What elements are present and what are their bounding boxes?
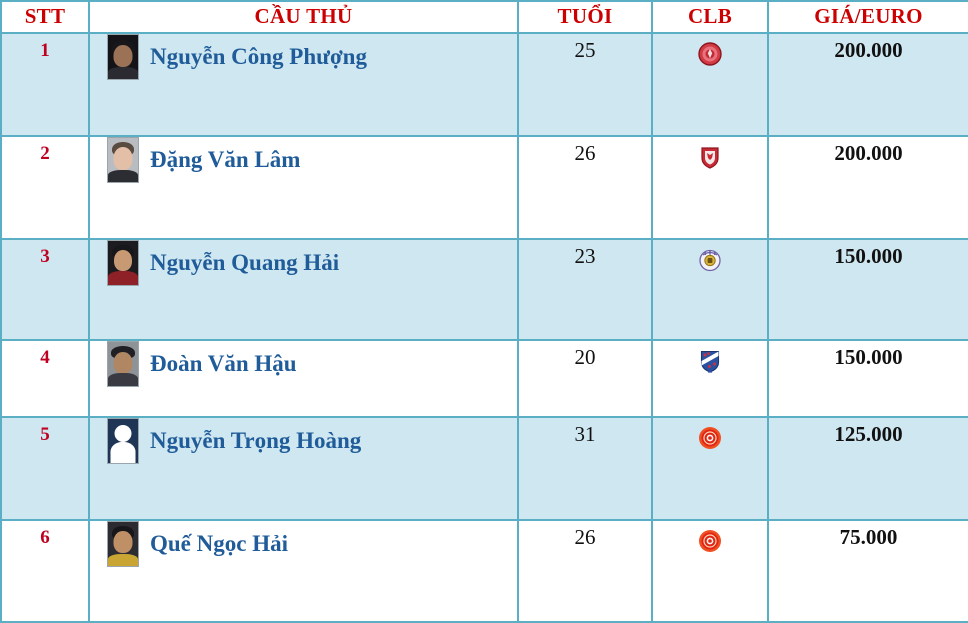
club-cell — [651, 135, 769, 241]
column-header-player[interactable]: CẦU THỦ — [88, 0, 519, 35]
player-photo — [107, 34, 139, 81]
price-cell: 200.000 — [767, 135, 968, 241]
player-name: Đoàn Văn Hậu — [150, 351, 297, 377]
player-cell: Quế Ngọc Hải — [88, 519, 519, 623]
rank-cell: 5 — [0, 416, 90, 522]
price-cell: 200.000 — [767, 32, 968, 138]
table-row: 1 Nguyễn Công Phượng 25 — [0, 32, 968, 138]
viettel-fc-club-logo — [697, 425, 723, 451]
rank-cell: 1 — [0, 32, 90, 138]
club-cell — [651, 339, 769, 419]
club-cell — [651, 416, 769, 522]
player-photo — [107, 521, 139, 568]
column-header-age[interactable]: TUỔI — [517, 0, 653, 35]
player-cell: Nguyễn Trọng Hoàng — [88, 416, 519, 522]
rank-cell: 3 — [0, 238, 90, 342]
table-row: 2 Đặng Văn Lâm 26 — [0, 135, 968, 241]
rank-cell: 4 — [0, 339, 90, 419]
hanoi-fc-club-logo — [697, 247, 723, 273]
column-header-club[interactable]: CLB — [651, 0, 769, 35]
age-cell: 25 — [517, 32, 653, 138]
rank-cell: 2 — [0, 135, 90, 241]
table-row: 5 Nguyễn Trọng Hoàng 31 — [0, 416, 968, 522]
table-body: 1 Nguyễn Công Phượng 25 — [0, 32, 968, 623]
column-header-stt[interactable]: STT — [0, 0, 90, 35]
club-cell — [651, 32, 769, 138]
price-cell: 150.000 — [767, 238, 968, 342]
age-cell: 26 — [517, 519, 653, 623]
player-name: Quế Ngọc Hải — [150, 531, 288, 557]
age-cell: 26 — [517, 135, 653, 241]
viettel-fc-club-logo — [697, 528, 723, 554]
table-row: 6 Quế Ngọc Hải 26 — [0, 519, 968, 623]
muangthong-united-club-logo — [697, 144, 723, 170]
hagl-club-logo — [697, 41, 723, 67]
rank-cell: 6 — [0, 519, 90, 623]
age-cell: 23 — [517, 238, 653, 342]
price-cell: 125.000 — [767, 416, 968, 522]
player-name: Nguyễn Quang Hải — [150, 250, 340, 276]
column-header-price[interactable]: GIÁ/EURO — [767, 0, 968, 35]
player-photo — [107, 341, 139, 388]
player-name: Nguyễn Công Phượng — [150, 44, 367, 70]
player-photo — [107, 240, 139, 287]
price-cell: 75.000 — [767, 519, 968, 623]
table-header-row: STT CẦU THỦ TUỔI CLB GIÁ/EURO — [0, 0, 968, 35]
price-cell: 150.000 — [767, 339, 968, 419]
table-row: 3 Nguyễn Quang Hải 23 — [0, 238, 968, 342]
heerenveen-club-logo — [697, 348, 723, 374]
age-cell: 20 — [517, 339, 653, 419]
player-name: Nguyễn Trọng Hoàng — [150, 428, 362, 454]
player-cell: Đoàn Văn Hậu — [88, 339, 519, 419]
player-photo-placeholder — [107, 418, 139, 465]
club-cell — [651, 238, 769, 342]
club-cell — [651, 519, 769, 623]
player-cell: Nguyễn Công Phượng — [88, 32, 519, 138]
player-photo — [107, 137, 139, 184]
table-row: 4 Đoàn Văn Hậu 20 — [0, 339, 968, 419]
player-cell: Đặng Văn Lâm — [88, 135, 519, 241]
table-header: STT CẦU THỦ TUỔI CLB GIÁ/EURO — [0, 0, 968, 35]
age-cell: 31 — [517, 416, 653, 522]
player-name: Đặng Văn Lâm — [150, 147, 301, 173]
player-cell: Nguyễn Quang Hải — [88, 238, 519, 342]
